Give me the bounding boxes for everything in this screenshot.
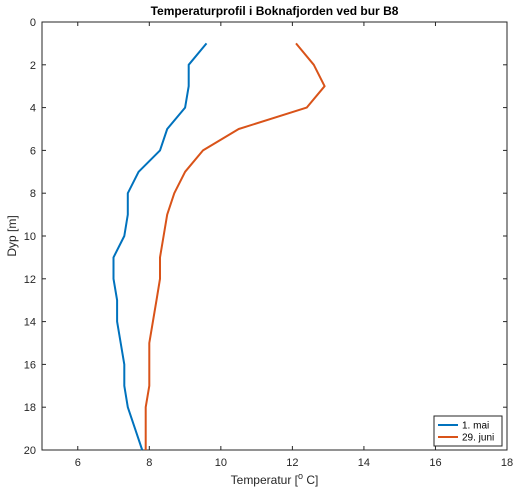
legend-label: 1. mai [462, 421, 489, 432]
x-tick-label: 14 [358, 457, 370, 469]
legend-box [433, 415, 503, 447]
y-tick-label: 12 [24, 274, 36, 286]
y-tick-label: 16 [24, 359, 36, 371]
series-group [112, 42, 326, 451]
y-tick-label: 10 [24, 231, 36, 243]
series-line-2 [144, 42, 326, 450]
x-axis-label-end: C] [303, 473, 318, 487]
y-axis-label: Dyp [m] [5, 215, 19, 256]
x-tick-label: 10 [215, 457, 227, 469]
y-tick-label: 0 [30, 17, 36, 29]
series-line-1 [112, 42, 208, 451]
x-axis-label-superscript: o [298, 471, 303, 481]
x-axis-label: Temperatur [o C] [231, 471, 319, 487]
y-tick-label: 18 [24, 402, 36, 414]
y-tick-label: 8 [30, 188, 36, 200]
axes: 6 8 10 12 14 16 18 0 2 4 6 8 10 12 14 16 18 20 [24, 17, 513, 469]
legend-label: 29. juni [462, 433, 494, 444]
x-tick-label: 12 [286, 457, 298, 469]
chart-title: Temperaturprofil i Boknafjorden ved bur … [151, 4, 399, 18]
x-tick-label: 6 [75, 457, 81, 469]
x-tick-label: 18 [501, 457, 513, 469]
y-tick-label: 14 [24, 317, 36, 329]
y-tick-label: 6 [30, 145, 36, 157]
x-axis-label-main: Temperatur [ [231, 473, 299, 487]
y-tick-label: 2 [30, 60, 36, 72]
x-tick-label: 8 [146, 457, 152, 469]
y-tick-label: 4 [30, 103, 36, 115]
y-tick-label: 20 [24, 445, 36, 457]
x-tick-label: 16 [429, 457, 441, 469]
plot-area-box [41, 21, 508, 451]
